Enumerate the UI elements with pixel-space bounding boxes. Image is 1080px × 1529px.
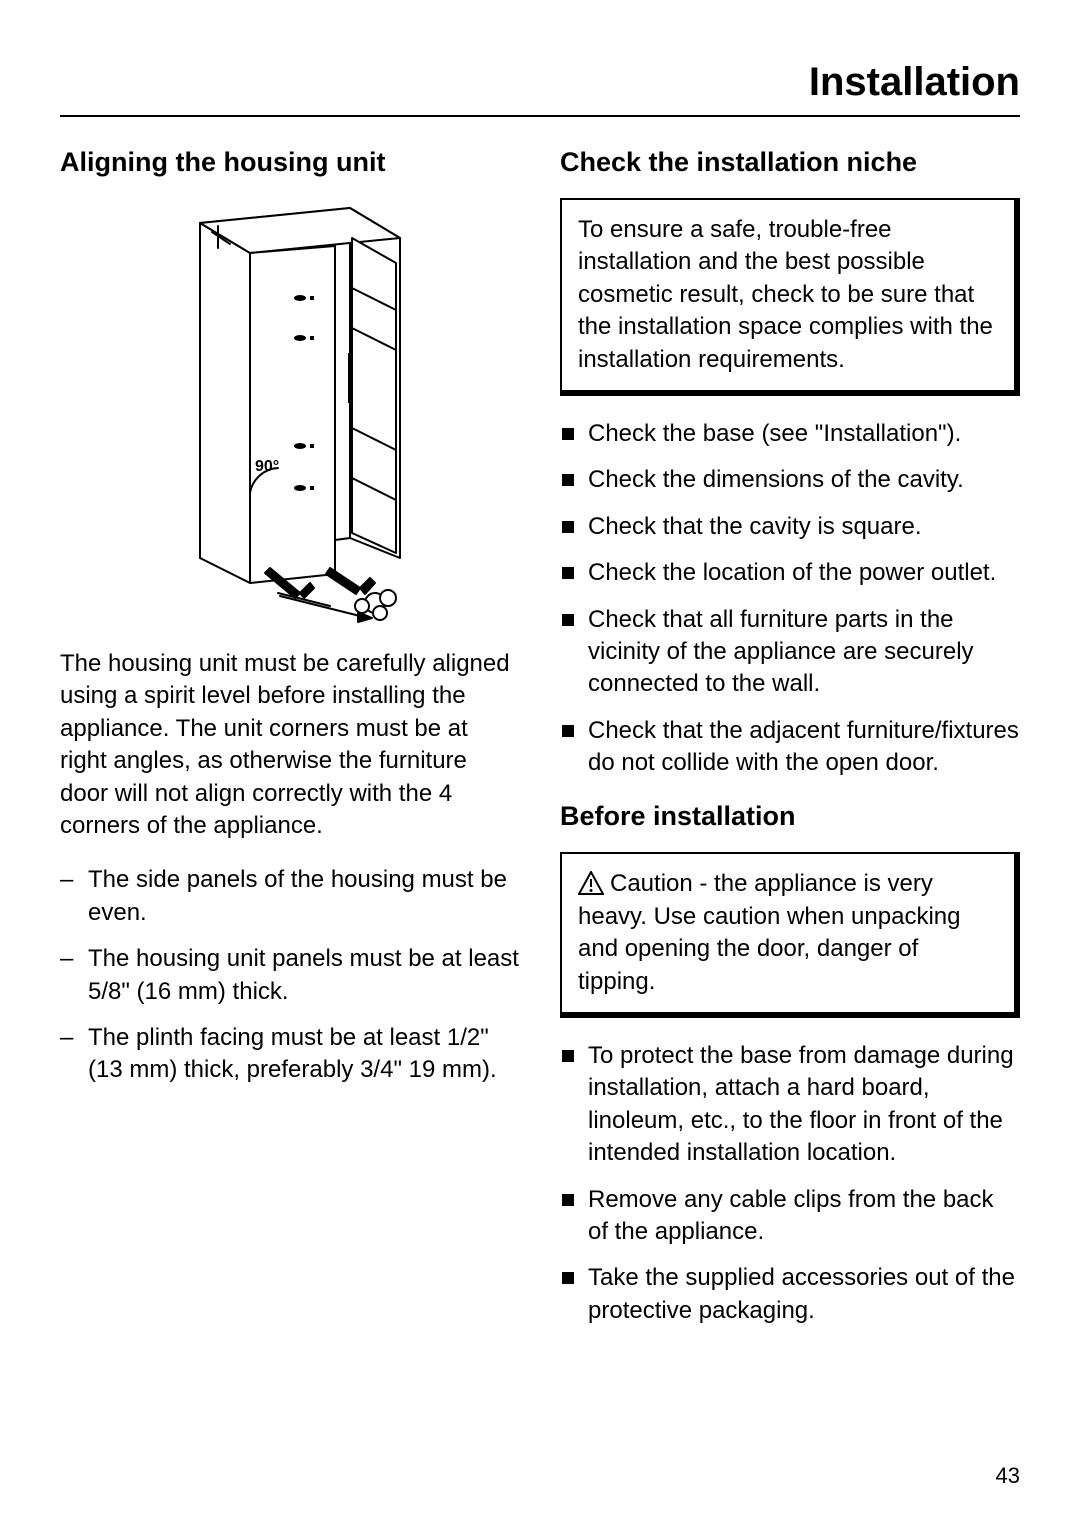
list-item: Check the dimensions of the cavity. — [560, 464, 1020, 496]
callout-niche: To ensure a safe, trouble-free installat… — [560, 198, 1020, 396]
right-column: Check the installation niche To ensure a… — [560, 147, 1020, 1349]
callout-caution: Caution - the appliance is very heavy. U… — [560, 852, 1020, 1018]
warning-icon — [578, 871, 604, 895]
list-item: Take the supplied accessories out of the… — [560, 1262, 1020, 1327]
list-item: The side panels of the housing must be e… — [60, 864, 520, 929]
aligning-list: The side panels of the housing must be e… — [60, 864, 520, 1086]
list-item: The plinth facing must be at least 1/2" … — [60, 1022, 520, 1087]
aligning-paragraph: The housing unit must be carefully align… — [60, 648, 520, 842]
list-item: Check the base (see "Installation"). — [560, 418, 1020, 450]
page-number: 43 — [996, 1463, 1020, 1489]
heading-check-niche: Check the installation niche — [560, 147, 1020, 178]
callout-text: To ensure a safe, trouble-free installat… — [578, 216, 993, 373]
list-item: Check that all furniture parts in the vi… — [560, 604, 1020, 701]
content-columns: Aligning the housing unit — [60, 147, 1020, 1349]
left-column: Aligning the housing unit — [60, 147, 520, 1349]
housing-unit-diagram: 90° — [100, 198, 480, 628]
list-item: Check that the adjacent furniture/fixtur… — [560, 715, 1020, 780]
list-item: To protect the base from damage during i… — [560, 1040, 1020, 1170]
diagram-angle-label: 90° — [255, 458, 279, 475]
list-item: The housing unit panels must be at least… — [60, 943, 520, 1008]
list-item: Remove any cable clips from the back of … — [560, 1184, 1020, 1249]
heading-aligning: Aligning the housing unit — [60, 147, 520, 178]
niche-checklist: Check the base (see "Installation"). Che… — [560, 418, 1020, 780]
callout-text: Caution - the appliance is very heavy. U… — [578, 870, 960, 994]
page-title: Installation — [60, 60, 1020, 117]
before-install-list: To protect the base from damage during i… — [560, 1040, 1020, 1327]
page: Installation Aligning the housing unit — [0, 0, 1080, 1529]
list-item: Check the location of the power outlet. — [560, 557, 1020, 589]
heading-before-install: Before installation — [560, 801, 1020, 832]
list-item: Check that the cavity is square. — [560, 511, 1020, 543]
